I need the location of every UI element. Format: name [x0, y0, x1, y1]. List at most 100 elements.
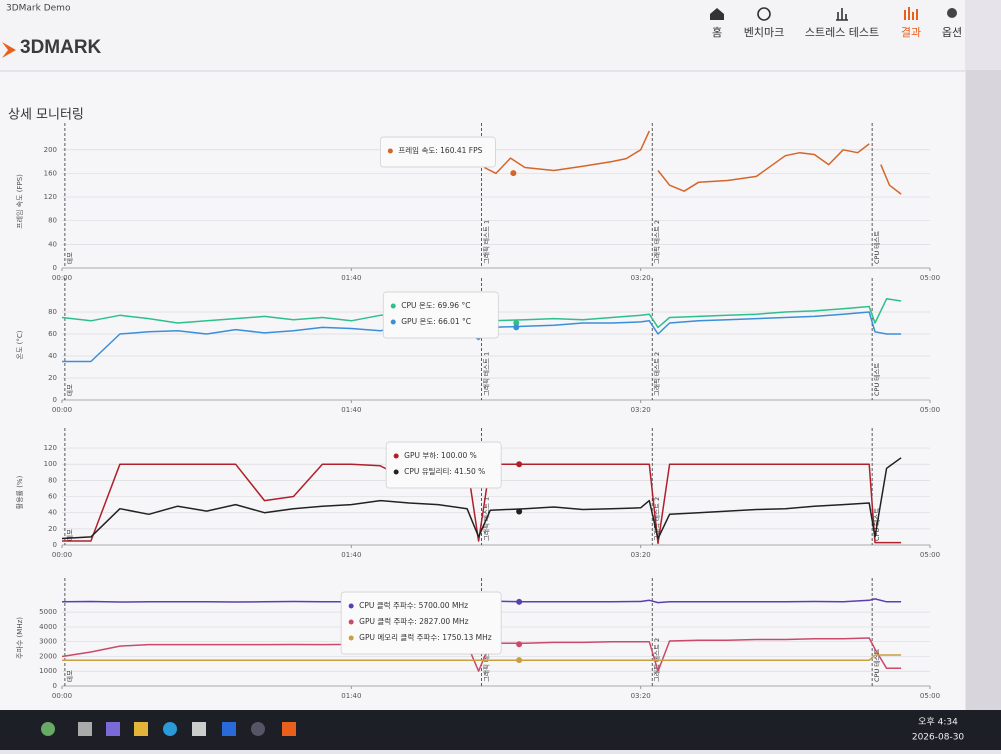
y-tick-label: 20	[48, 374, 57, 382]
test-marker-label: 그래픽 테스트 1	[482, 220, 491, 264]
x-tick-label: 03:20	[631, 274, 651, 282]
series-line	[62, 654, 902, 661]
taskbar-icons	[41, 722, 296, 736]
hover-point	[513, 320, 520, 327]
tooltip	[382, 291, 499, 339]
results-icon	[904, 7, 918, 20]
tooltip-swatch	[387, 148, 393, 154]
hover-point	[516, 598, 523, 605]
y-tick-label: 80	[48, 476, 57, 484]
tooltip-swatch	[348, 635, 354, 641]
x-tick-label: 03:20	[631, 551, 651, 559]
y-tick-label: 60	[48, 330, 57, 338]
test-marker-label: 데모	[66, 384, 74, 396]
y-tick-label: 0	[53, 541, 57, 549]
taskbar-icon[interactable]	[192, 722, 206, 736]
taskbar	[0, 710, 1001, 750]
nav-item[interactable]: 벤치마크	[744, 26, 784, 39]
tooltip-swatch	[390, 303, 396, 309]
y-tick-label: 120	[44, 444, 57, 452]
clock-time[interactable]: 오후 4:34	[918, 717, 958, 728]
y-tick-label: 120	[44, 193, 57, 201]
home-icon	[710, 8, 724, 20]
y-axis-label: 프레임 속도 (FPS)	[15, 174, 24, 229]
y-tick-label: 1000	[39, 667, 57, 675]
tooltip-label: CPU 온도: 69.96 °C	[401, 301, 470, 310]
y-tick-label: 20	[48, 525, 57, 533]
taskbar-icon[interactable]	[251, 722, 265, 736]
series-line	[62, 311, 902, 363]
series-line	[61, 637, 902, 672]
series-line	[61, 457, 902, 540]
scrollbar-area	[966, 70, 1001, 710]
benchmark-icon	[757, 7, 771, 21]
hover-point	[513, 324, 520, 331]
taskbar-icon[interactable]	[78, 722, 92, 736]
x-tick-label: 01:40	[341, 692, 361, 700]
x-tick-label: 05:00	[920, 551, 940, 559]
taskbar-icon[interactable]	[282, 722, 296, 736]
y-tick-label: 40	[48, 352, 57, 360]
tooltip	[385, 441, 502, 489]
nav-item[interactable]: 홈	[712, 25, 722, 39]
options-icon	[947, 8, 957, 18]
tooltip-swatch	[348, 603, 354, 609]
logo[interactable]: 3DMARK	[20, 37, 102, 58]
y-axis-label: 온도 (°C)	[16, 330, 24, 359]
tooltip-label: 프레임 속도: 160.41 FPS	[398, 146, 482, 155]
y-tick-label: 200	[44, 146, 57, 154]
x-tick-label: 00:00	[52, 274, 72, 282]
y-tick-label: 40	[48, 509, 57, 517]
test-marker-label: 그래픽 테스트 1	[482, 352, 491, 396]
tooltip	[380, 136, 496, 168]
tooltip-swatch	[393, 453, 399, 459]
x-tick-label: 01:40	[341, 406, 361, 414]
y-tick-label: 80	[48, 308, 57, 316]
taskbar-icon[interactable]	[41, 722, 55, 736]
y-tick-label: 40	[48, 240, 57, 248]
section-title: 상세 모니터링	[8, 108, 84, 123]
taskbar-icon[interactable]	[222, 722, 236, 736]
x-tick-label: 00:00	[52, 406, 72, 414]
tooltip-label: CPU 유틸리티: 41.50 %	[404, 467, 485, 476]
y-tick-label: 5000	[39, 608, 57, 616]
x-tick-label: 05:00	[920, 274, 940, 282]
clock-date[interactable]: 2026-08-30	[912, 733, 965, 743]
tooltip-label: GPU 부하: 100.00 %	[404, 450, 477, 460]
x-tick-label: 03:20	[631, 692, 651, 700]
y-tick-label: 2000	[39, 652, 57, 660]
y-tick-label: 80	[48, 217, 57, 225]
tooltip-label: GPU 온도: 66.01 °C	[401, 317, 471, 326]
series-line	[61, 598, 902, 605]
tooltip	[340, 591, 502, 655]
y-tick-label: 0	[53, 682, 57, 690]
tooltip-label: GPU 메모리 클럭 주파수: 1750.13 MHz	[359, 633, 492, 642]
nav-item[interactable]: 결과	[901, 26, 921, 39]
logo-mark	[2, 42, 16, 58]
tooltip-swatch	[393, 469, 399, 475]
tooltip-label: GPU 클럭 주파수: 2827.00 MHz	[359, 617, 469, 626]
tooltip-swatch	[348, 619, 354, 625]
series-line	[484, 130, 902, 195]
hover-point	[516, 461, 523, 468]
taskbar-icon[interactable]	[134, 722, 148, 736]
nav-item[interactable]: 옵션	[942, 26, 962, 39]
test-marker-label: 그래픽 테스트 2	[652, 352, 661, 396]
y-tick-label: 60	[48, 493, 57, 501]
nav-item[interactable]: 스트레스 테스트	[805, 26, 879, 39]
x-tick-label: 05:00	[920, 692, 940, 700]
y-axis-label: 주파수 (MHz)	[15, 617, 24, 659]
y-tick-label: 0	[53, 264, 57, 272]
x-tick-label: 00:00	[52, 551, 72, 559]
taskbar-icon[interactable]	[163, 722, 177, 736]
test-marker-label: 데모	[66, 252, 74, 264]
taskbar-icon[interactable]	[106, 722, 120, 736]
hover-point	[516, 657, 523, 664]
x-tick-label: 01:40	[341, 274, 361, 282]
tooltip-swatch	[390, 319, 396, 325]
y-tick-label: 100	[44, 460, 57, 468]
test-marker-label: 데모	[66, 529, 74, 541]
y-axis-label: 활용률 (%)	[15, 475, 24, 509]
